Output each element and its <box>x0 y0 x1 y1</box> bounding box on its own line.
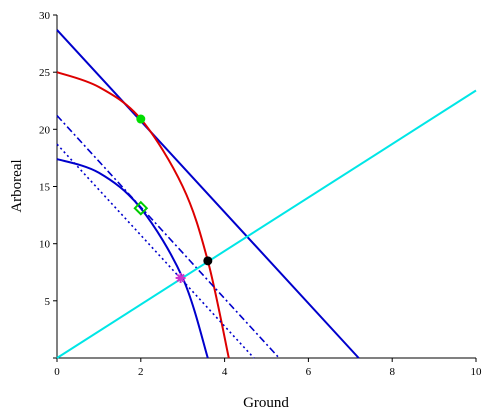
series-line-5 <box>56 143 255 359</box>
x-tick-label: 4 <box>222 366 228 378</box>
y-tick-label: 10 <box>39 239 51 251</box>
x-tick-label: 10 <box>471 366 483 378</box>
y-tick: 30 <box>39 10 57 22</box>
diamond-marker <box>133 200 149 216</box>
y-axis-label: Arboreal <box>9 159 25 212</box>
star-marker <box>175 272 186 283</box>
x-tick: 2 <box>138 358 144 378</box>
x-ticks: 0 2 4 6 8 10 <box>54 358 482 378</box>
series-line-6 <box>56 89 477 359</box>
y-tick: 20 <box>39 124 57 136</box>
series-line-3 <box>56 158 209 359</box>
series-line-2 <box>56 71 230 359</box>
y-tick-label: 5 <box>45 296 51 308</box>
y-tick-label: 30 <box>39 10 51 22</box>
x-tick: 10 <box>471 358 483 378</box>
x-tick-label: 2 <box>138 366 144 378</box>
y-tick-label: 25 <box>39 67 51 79</box>
y-tick-label: 20 <box>39 124 51 136</box>
y-ticks: 5 10 15 20 25 30 <box>39 10 57 359</box>
point-marker <box>203 256 213 266</box>
x-tick-label: 6 <box>306 366 312 378</box>
x-tick: 0 <box>54 358 60 378</box>
x-tick-label: 8 <box>389 366 395 378</box>
series-line-1 <box>56 29 360 359</box>
x-axis-label: Ground <box>243 395 289 411</box>
x-tick: 4 <box>222 358 228 378</box>
y-tick: 15 <box>39 182 57 194</box>
x-tick-label: 0 <box>54 366 60 378</box>
y-tick: 10 <box>39 239 57 251</box>
x-tick: 8 <box>389 358 395 378</box>
series-layer <box>56 29 477 359</box>
y-tick: 25 <box>39 67 57 79</box>
y-tick-label: 15 <box>39 182 51 194</box>
marker-layer <box>133 114 213 283</box>
point-marker <box>136 114 146 124</box>
y-tick: 5 <box>45 296 57 308</box>
x-tick: 6 <box>306 358 312 378</box>
series-line-4 <box>56 115 280 359</box>
